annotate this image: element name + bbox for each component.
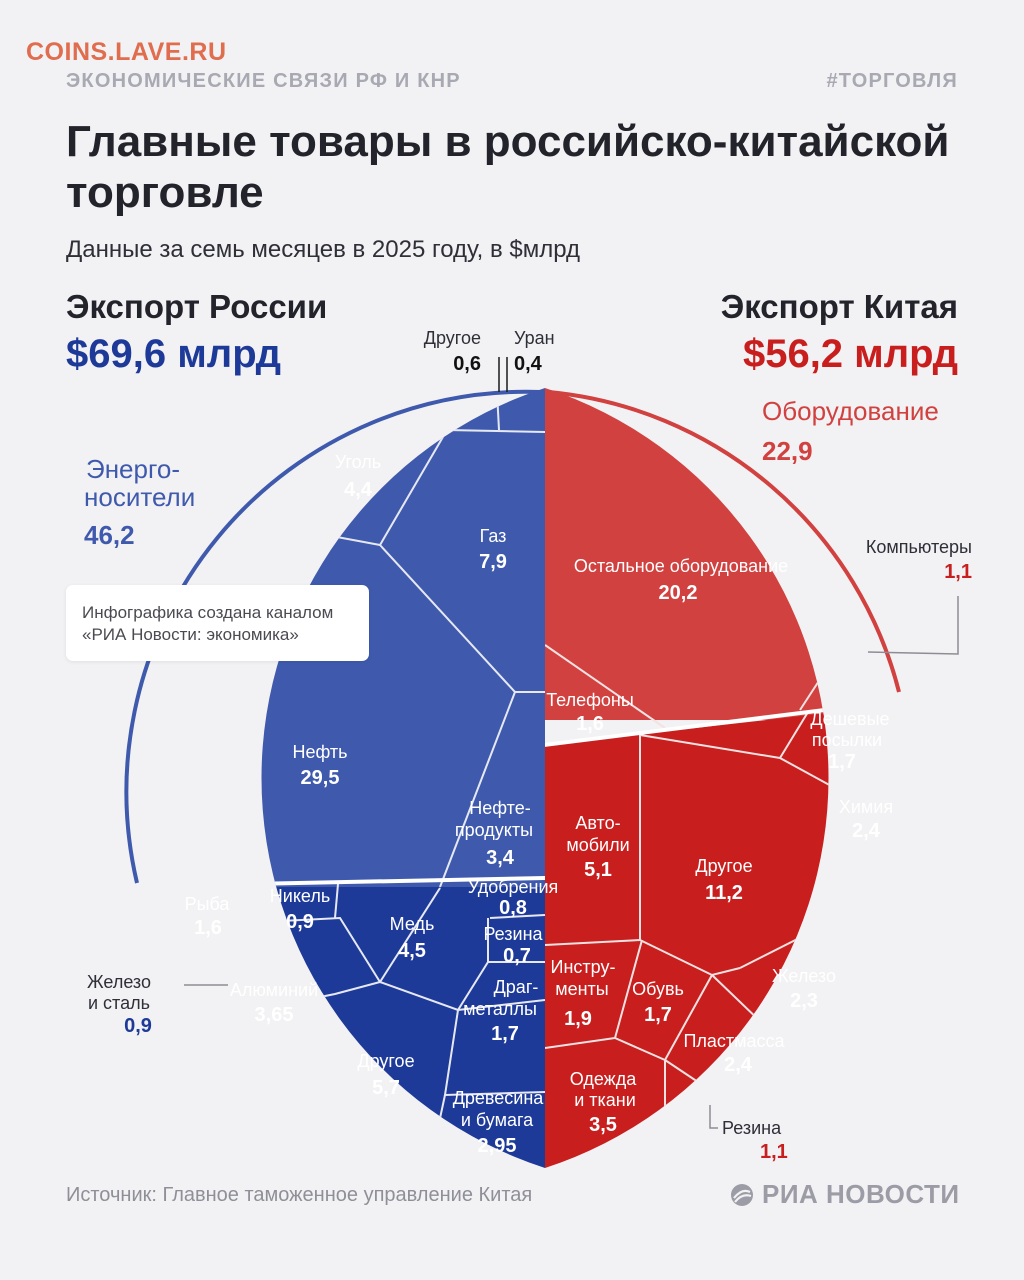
subtitle: Данные за семь месяцев в 2025 году, в $м…: [66, 236, 581, 263]
china-export-label: Экспорт Китая: [720, 288, 958, 325]
value-parcels: 1,7: [828, 751, 856, 773]
value-rubber-cn: 1,1: [760, 1141, 788, 1163]
label-aluminum: Алюминий: [230, 980, 318, 1000]
value-oil: 29,5: [301, 767, 340, 789]
value-other-cn: 11,2: [705, 882, 743, 904]
label-iron-steel-1: Железо: [87, 972, 151, 992]
label-copper: Медь: [390, 914, 435, 934]
value-shoes: 1,7: [644, 1004, 672, 1026]
label-shoes: Обувь: [632, 979, 684, 999]
label-uranium: Уран: [514, 328, 555, 348]
label-iron-steel-2: и сталь: [88, 993, 150, 1013]
value-other-equipment: 20,2: [659, 582, 698, 604]
value-phones: 1,6: [576, 713, 604, 735]
label-other-cn: Другое: [695, 856, 752, 876]
value-uranium: 0,4: [514, 353, 543, 375]
label-wood-2: и бумага: [461, 1110, 534, 1130]
value-fish: 1,6: [194, 917, 222, 939]
value-equipment-group: 22,9: [762, 436, 813, 466]
china-other-area: [545, 700, 829, 1168]
label-oil: Нефть: [292, 742, 347, 762]
credit-box: Инфографика создана каналом «РИА Новости…: [66, 585, 369, 661]
value-other-ru: 5,7: [372, 1077, 400, 1099]
ria-logo: РИА НОВОСТИ: [730, 1179, 960, 1210]
kicker: ЭКОНОМИЧЕСКИЕ СВЯЗИ РФ И КНР: [66, 70, 461, 92]
russia-export-label: Экспорт России: [66, 288, 328, 325]
label-other-ru: Другое: [357, 1051, 414, 1071]
label-wood-1: Древесина: [453, 1088, 545, 1108]
label-iron-cn: Железо: [772, 966, 836, 986]
value-nickel: 0,9: [286, 911, 314, 933]
label-parcels-1: Дешевые: [810, 709, 889, 729]
label-other-equipment: Остальное оборудование: [574, 556, 788, 576]
value-aluminum: 3,65: [255, 1004, 294, 1026]
label-autos-2: мобили: [566, 835, 629, 855]
value-copper: 4,5: [398, 940, 426, 962]
value-rubber-ru: 0,7: [503, 945, 531, 967]
label-autos-1: Авто-: [575, 813, 620, 833]
label-clothes-2: и ткани: [574, 1090, 636, 1110]
value-other-energy: 0,6: [453, 353, 481, 375]
label-energy-group-1: Энерго-: [86, 454, 180, 484]
label-phones: Телефоны: [546, 690, 634, 710]
value-tools: 1,9: [564, 1008, 592, 1030]
russia-export-total: $69,6 млрд: [66, 332, 282, 376]
hashtag: #ТОРГОВЛЯ: [826, 70, 958, 92]
value-coal: 4,4: [344, 479, 373, 501]
value-clothes: 3,5: [589, 1114, 617, 1136]
label-oil-products-1: Нефте-: [469, 798, 530, 818]
label-equipment-group: Оборудование: [762, 396, 939, 426]
watermark: COINS.LAVE.RU: [26, 38, 227, 66]
label-tools-2: менты: [555, 979, 609, 999]
label-energy-group-2: носители: [84, 482, 195, 512]
value-iron-steel: 0,9: [124, 1015, 152, 1037]
value-fertilizers: 0,8: [499, 897, 527, 919]
value-computers: 1,1: [944, 561, 972, 583]
label-rubber-cn: Резина: [722, 1118, 782, 1138]
value-plastics: 2,4: [724, 1054, 753, 1076]
russia-energy-bracket: [124, 389, 542, 884]
label-nickel: Никель: [270, 886, 330, 906]
source-note: Источник: Главное таможенное управление …: [66, 1184, 533, 1206]
value-wood: 2,95: [478, 1135, 517, 1157]
label-plastics: Пластмасса: [683, 1031, 785, 1051]
label-rubber-ru: Резина: [483, 924, 543, 944]
page-title: Главные товары в российско-китайской тор…: [66, 117, 950, 217]
value-energy-group: 46,2: [84, 520, 135, 550]
label-chemicals: Химия: [839, 797, 893, 817]
label-computers: Компьютеры: [866, 537, 972, 557]
label-tools-1: Инстру-: [551, 957, 616, 977]
label-fertilizers: Удобрения: [468, 877, 559, 897]
value-autos: 5,1: [584, 859, 612, 881]
label-coal: Уголь: [335, 452, 381, 472]
label-other-energy: Другое: [424, 328, 481, 348]
value-oil-products: 3,4: [486, 847, 515, 869]
value-iron-cn: 2,3: [790, 990, 818, 1012]
value-chemicals: 2,4: [852, 820, 881, 842]
value-precious-metals: 1,7: [491, 1023, 519, 1045]
ria-logo-text: РИА НОВОСТИ: [762, 1179, 960, 1209]
value-gas: 7,9: [479, 551, 507, 573]
label-parcels-2: посылки: [812, 730, 882, 750]
china-equipment-bracket: [548, 390, 901, 693]
label-clothes-1: Одежда: [570, 1069, 637, 1089]
label-precious-metals-1: Драг-: [494, 977, 539, 997]
label-gas: Газ: [480, 526, 507, 546]
label-oil-products-2: продукты: [455, 820, 533, 840]
china-export-total: $56,2 млрд: [742, 332, 958, 376]
label-precious-metals-2: металлы: [463, 999, 537, 1019]
label-fish: Рыба: [185, 894, 231, 914]
ria-logo-icon: [731, 1183, 753, 1206]
